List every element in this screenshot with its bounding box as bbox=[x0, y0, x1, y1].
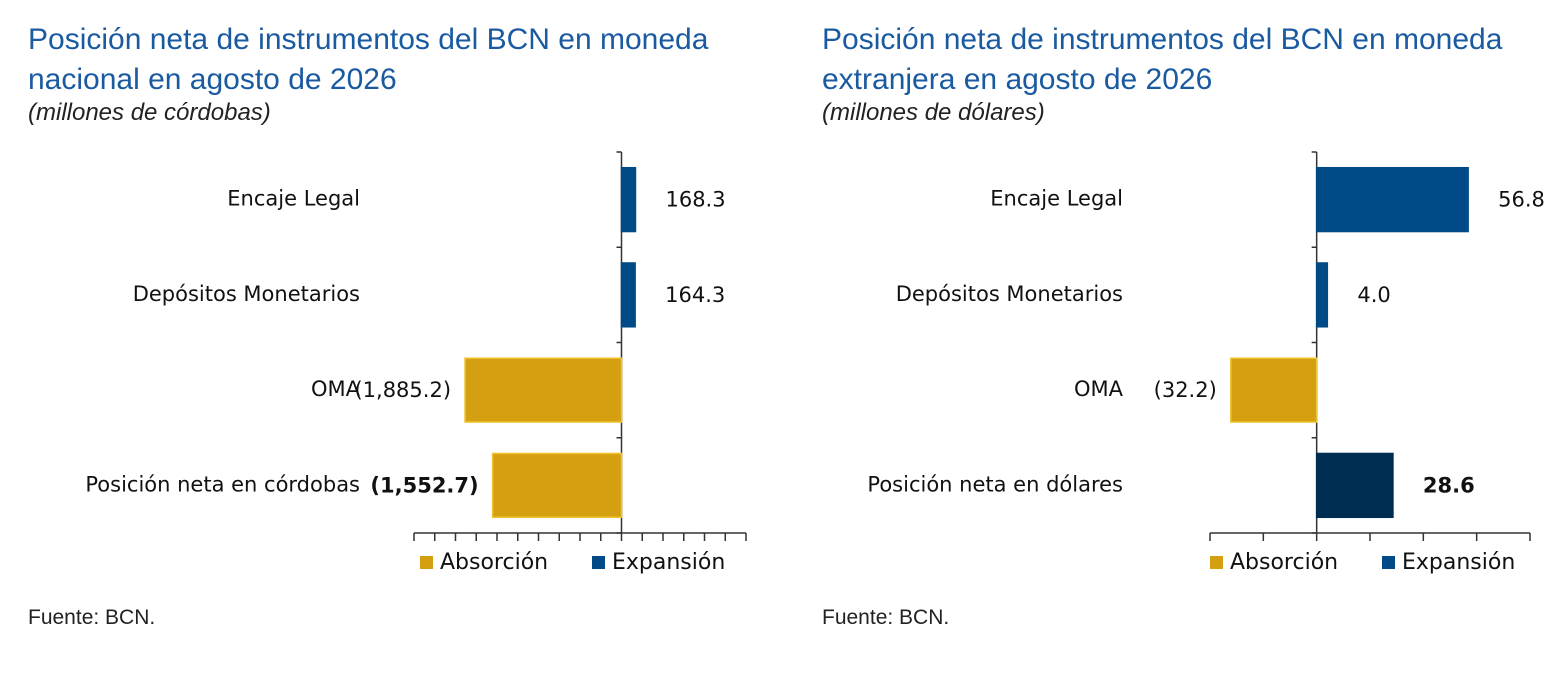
chart-panel-dolares: Posición neta de instrumentos del BCN en… bbox=[822, 0, 1562, 688]
category-label: OMA bbox=[1074, 377, 1124, 401]
source-note: Fuente: BCN. bbox=[28, 606, 156, 629]
bar bbox=[491, 452, 623, 519]
legend-swatch bbox=[592, 556, 605, 569]
bar bbox=[620, 262, 636, 328]
legend-label: Expansión bbox=[612, 550, 725, 575]
category-label: Posición neta en dólares bbox=[867, 472, 1123, 496]
data-label: 164.3 bbox=[665, 283, 725, 307]
legend-swatch bbox=[1210, 556, 1223, 569]
chart-subtitle: (millones de córdobas) bbox=[28, 99, 271, 126]
legend-label: Absorción bbox=[440, 550, 548, 575]
bar-chart-dolares: Encaje Legal 56.8 Depósitos Monetarios 4.0 O… bbox=[867, 151, 1545, 575]
data-label: 56.8 bbox=[1498, 188, 1545, 212]
chart-subtitle: (millones de dólares) bbox=[822, 99, 1045, 126]
data-label: 28.6 bbox=[1423, 473, 1475, 497]
legend-swatch bbox=[420, 556, 433, 569]
data-label: (1,552.7) bbox=[370, 473, 478, 497]
bar bbox=[1230, 357, 1318, 423]
chart-panel-cordobas: Posición neta de instrumentos del BCN en… bbox=[28, 0, 768, 688]
chart-title: Posición neta de instrumentos del BCN en… bbox=[28, 23, 709, 96]
bar bbox=[1315, 166, 1469, 233]
data-label: (32.2) bbox=[1154, 378, 1217, 402]
legend-label: Absorción bbox=[1230, 550, 1338, 575]
source-note: Fuente: BCN. bbox=[822, 606, 950, 629]
data-label: (1,885.2) bbox=[354, 378, 451, 402]
bar bbox=[1315, 452, 1394, 519]
bar-chart-cordobas: Encaje Legal 168.3 Depósitos Monetarios 164… bbox=[85, 151, 747, 575]
category-label: Encaje Legal bbox=[227, 187, 360, 211]
bar bbox=[620, 166, 637, 233]
data-label: 168.3 bbox=[665, 188, 725, 212]
category-label: Depósitos Monetarios bbox=[896, 282, 1123, 306]
legend-swatch bbox=[1382, 556, 1395, 569]
legend-label: Expansión bbox=[1402, 550, 1515, 575]
category-label: Posición neta en córdobas bbox=[85, 472, 360, 496]
category-label: Encaje Legal bbox=[990, 187, 1123, 211]
bar bbox=[1315, 262, 1329, 328]
category-label: Depósitos Monetarios bbox=[133, 282, 360, 306]
category-label: OMA bbox=[311, 377, 361, 401]
bar bbox=[464, 357, 623, 423]
data-label: 4.0 bbox=[1357, 283, 1390, 307]
chart-title: Posición neta de instrumentos del BCN en… bbox=[822, 23, 1503, 96]
